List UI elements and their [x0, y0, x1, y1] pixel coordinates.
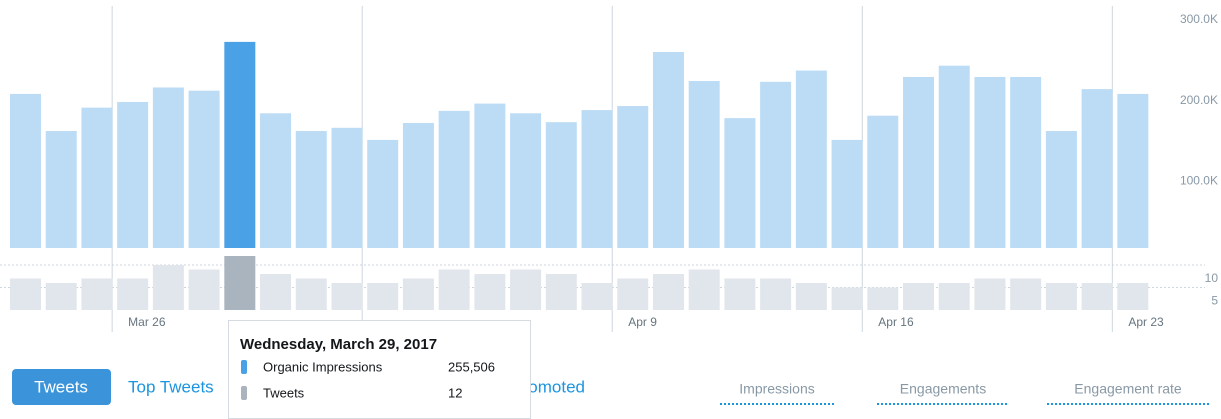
impression-bar [545, 122, 577, 248]
tweet-bar [938, 283, 970, 310]
tweet-bar [795, 283, 827, 310]
tooltip-swatch [241, 386, 247, 400]
x-tick-label: Apr 16 [878, 315, 914, 329]
tweet-bar [438, 269, 470, 310]
tweet-bar [1010, 278, 1042, 310]
tweet-bar [652, 274, 684, 310]
impression-bar [510, 113, 542, 248]
impression-bar [795, 70, 827, 249]
impression-bar [367, 139, 399, 248]
tweet-bar [117, 278, 149, 310]
impression-bar [295, 131, 327, 248]
impression-bar [81, 107, 113, 248]
impression-bar [581, 110, 613, 248]
impression-bar [1045, 131, 1077, 248]
impression-bar [938, 65, 970, 249]
tweet-bar [224, 256, 256, 310]
metric-link[interactable]: Impressions [739, 381, 814, 397]
tweet-bar [1045, 283, 1077, 310]
impression-bar [331, 127, 363, 248]
tweet-bar [510, 269, 542, 310]
tweet-bar [617, 278, 649, 310]
impression-bar [1010, 76, 1042, 248]
tooltip: Wednesday, March 29, 2017 Organic Impres… [228, 320, 531, 419]
impression-bar [260, 113, 292, 248]
tweet-bar [260, 274, 292, 310]
metric-link[interactable]: Engagements [900, 381, 986, 397]
impression-bar [1117, 93, 1149, 248]
x-tick-label: Apr 9 [628, 315, 657, 329]
tweet-bar [545, 274, 577, 310]
tweet-bar [331, 283, 363, 310]
impression-bar [652, 51, 684, 249]
tweet-bar [367, 283, 399, 310]
y2-tick-label: 5 [1211, 294, 1218, 308]
impression-bar [760, 81, 792, 249]
impression-bar [152, 87, 184, 249]
tooltip-title: Wednesday, March 29, 2017 [240, 336, 437, 353]
tab-label[interactable]: Tweets [34, 377, 88, 396]
impression-bar [724, 118, 756, 248]
tweet-bar [867, 287, 899, 310]
y-tick-label: 100.0K [1180, 174, 1218, 188]
impression-bar [224, 41, 256, 248]
y-tick-label: 200.0K [1180, 93, 1218, 107]
y-tick-label: 300.0K [1180, 12, 1218, 26]
tweet-bar [10, 278, 41, 310]
impression-bar [867, 115, 899, 248]
tweet-bar [974, 278, 1006, 310]
x-tick-label: Mar 26 [128, 315, 166, 329]
tweet-bar [581, 283, 613, 310]
tweet-bar [724, 278, 756, 310]
chart-area: 100.0K 200.0K 300.0K 5 10 Mar 26 Apr 9 Apr 16 Ap… [0, 6, 1218, 332]
impression-bar [831, 139, 863, 248]
tweet-bar [1081, 283, 1113, 310]
impression-bar [474, 103, 506, 249]
tweet-bar [688, 269, 720, 310]
tweet-bar [831, 287, 863, 310]
tab-active[interactable] [12, 369, 111, 405]
tooltip-label: Organic Impressions [263, 359, 383, 374]
tab-label[interactable]: Top Tweets [128, 377, 214, 396]
impression-bar [688, 81, 720, 249]
impression-bar [117, 101, 149, 248]
impression-bar [617, 106, 649, 248]
impression-bar [10, 93, 41, 248]
impression-bar [974, 76, 1006, 248]
tooltip-value: 255,506 [448, 359, 495, 374]
tweet-bar [1117, 283, 1149, 310]
tweet-bar [188, 269, 220, 310]
impression-bar [1081, 89, 1113, 248]
tooltip-swatch [241, 360, 247, 374]
impression-bar [903, 76, 934, 248]
impression-bar [402, 122, 434, 248]
y2-tick-label: 10 [1205, 271, 1219, 285]
tweet-bar [152, 265, 184, 310]
tweet-bar [474, 274, 506, 310]
tweet-bar [295, 278, 327, 310]
impression-bar [45, 131, 77, 248]
x-tick-label: Apr 23 [1128, 315, 1164, 329]
tooltip-label: Tweets [263, 385, 305, 400]
tweet-bar [45, 283, 77, 310]
tweet-bar [903, 283, 934, 310]
tooltip-box [228, 320, 531, 419]
tooltip-value: 12 [448, 385, 462, 400]
metric-link[interactable]: Engagement rate [1074, 381, 1182, 397]
tweet-bar [81, 278, 113, 310]
tweet-bar [402, 278, 434, 310]
tweet-bar [760, 278, 792, 310]
impression-bar [188, 90, 220, 248]
impression-bar [438, 110, 470, 248]
